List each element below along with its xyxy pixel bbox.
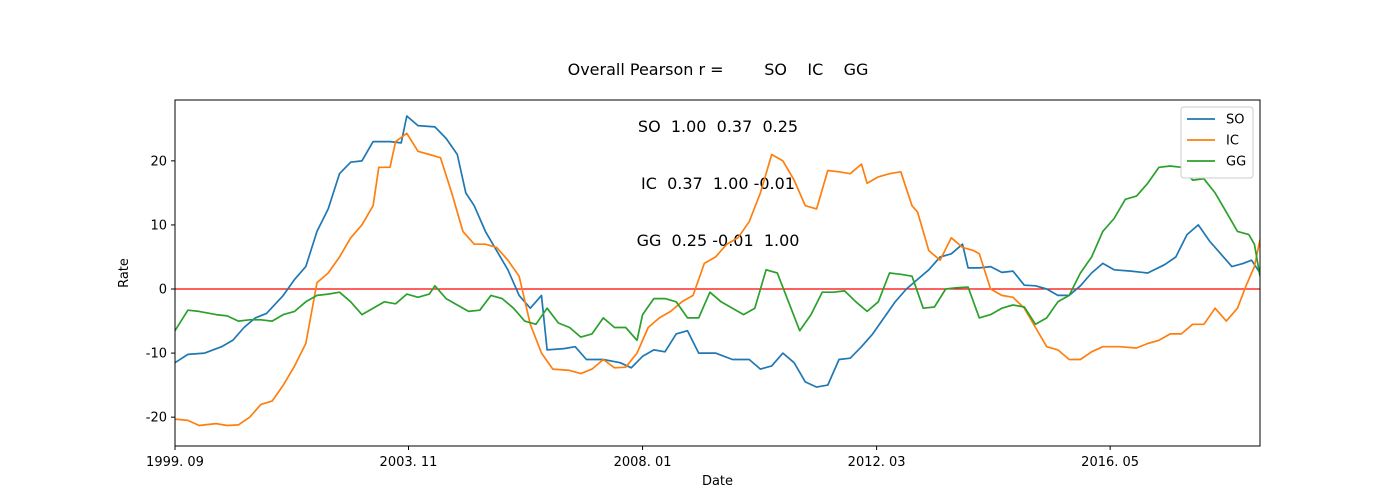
x-axis: 1999. 09 2003. 11 2008. 01 2012. 03 2016. 05 [146, 446, 1139, 470]
x-tick-label: 2008. 01 [614, 455, 672, 470]
y-tick-label: 0 [159, 283, 167, 298]
y-tick-label: 20 [150, 154, 167, 169]
title-line-1: Overall Pearson r = SO IC GG [567, 60, 869, 79]
plot-content [175, 115, 1260, 427]
series-line-gg [175, 165, 1260, 342]
x-tick-label: 2003. 11 [380, 455, 438, 470]
legend-entry-gg: GG [1226, 155, 1246, 170]
series-lines [175, 115, 1260, 427]
legend: SO IC GG [1180, 106, 1254, 179]
y-axis: -20 -10 0 10 20 [146, 154, 175, 426]
y-tick-label: 10 [150, 218, 167, 233]
y-tick-label: -20 [146, 411, 167, 426]
series-line-ic [175, 132, 1260, 427]
x-tick-label: 2016. 05 [1081, 455, 1139, 470]
legend-entry-so: SO [1226, 113, 1244, 128]
x-tick-label: 1999. 09 [146, 455, 204, 470]
title-line-3: IC 0.37 1.00 -0.01 [641, 174, 795, 193]
series-line-so [175, 115, 1260, 388]
x-axis-label: Date [702, 474, 733, 489]
plot-frame [174, 99, 1261, 447]
x-tick-label: 2012. 03 [848, 455, 906, 470]
chart-title: Overall Pearson r = SO IC GG SO 1.00 0.3… [0, 22, 1400, 269]
legend-entry-ic: IC [1226, 134, 1239, 149]
y-axis-label: Rate [117, 258, 132, 288]
title-line-2: SO 1.00 0.37 0.25 [637, 117, 799, 136]
y-tick-label: -10 [146, 347, 167, 362]
